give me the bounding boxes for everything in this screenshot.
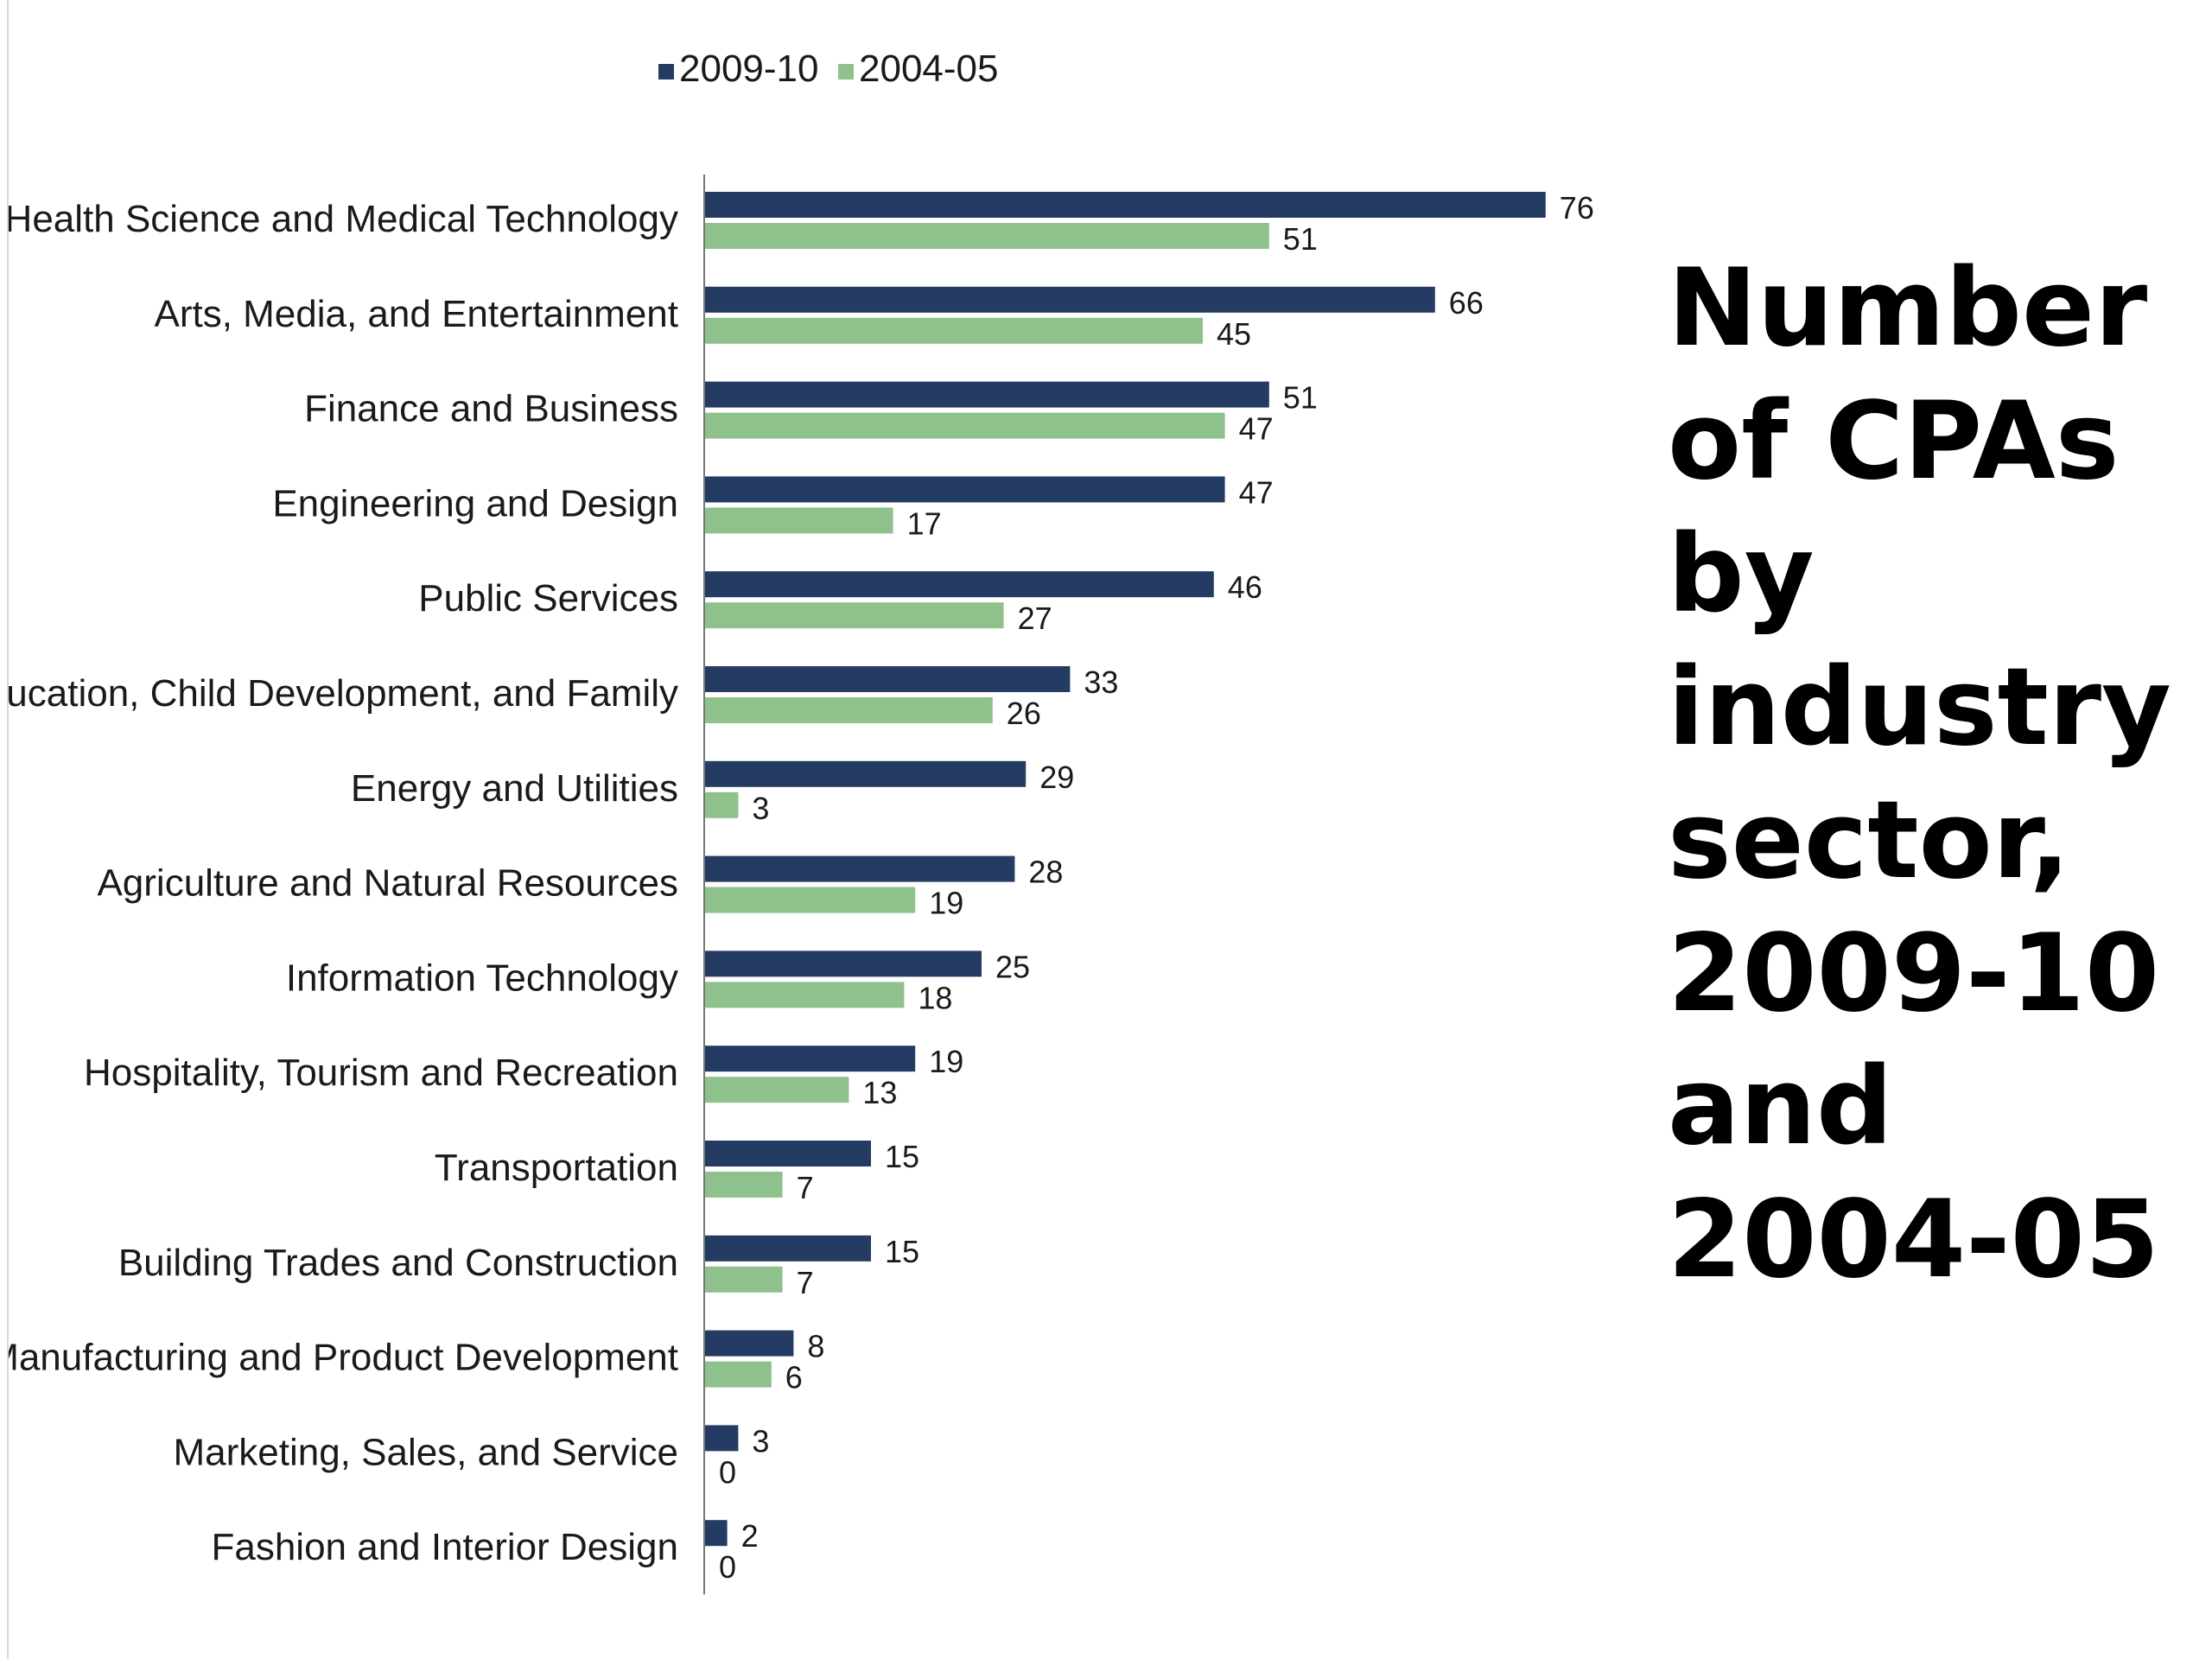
bar-2004-05 <box>705 317 1203 344</box>
bar-2004-05 <box>705 697 993 723</box>
data-label-2009-10: 19 <box>929 1044 963 1079</box>
category-label: Public Services <box>418 577 678 620</box>
bar-2009-10 <box>705 192 1546 218</box>
title-area <box>1624 0 2212 1659</box>
bar-2004-05 <box>705 1266 783 1293</box>
category-label: Building Trades and Construction <box>118 1242 678 1284</box>
bar-2004-05 <box>705 1077 849 1103</box>
bar-2009-10 <box>705 476 1225 503</box>
bar-2009-10 <box>705 666 1071 692</box>
bar-2004-05 <box>705 223 1269 249</box>
category-label: Energy and Utilities <box>351 767 678 810</box>
data-label-2004-05: 47 <box>1239 411 1274 447</box>
data-label-2004-05: 18 <box>918 980 952 1015</box>
legend-swatch-2009-10 <box>658 64 674 79</box>
bar-2004-05 <box>705 1361 772 1388</box>
slide-title: Number of CPAs by industry sector, 2009-… <box>1668 246 2171 1302</box>
bar-2009-10 <box>705 1330 794 1357</box>
category-label: Transportation <box>435 1147 678 1189</box>
bar-2004-05 <box>705 887 916 913</box>
bar-2009-10 <box>705 760 1027 787</box>
data-label-2009-10: 15 <box>885 1139 919 1174</box>
data-label-2004-05: 3 <box>752 791 769 826</box>
data-label-2004-05: 7 <box>797 1170 814 1205</box>
bar-2009-10 <box>705 1046 916 1072</box>
category-label: Hospitality, Tourism and Recreation <box>84 1052 678 1094</box>
data-label-2009-10: 8 <box>807 1329 824 1364</box>
category-label: Manufacturing and Product Development <box>9 1337 678 1379</box>
category-label: Marketing, Sales, and Service <box>173 1431 678 1473</box>
data-label-2009-10: 46 <box>1228 569 1262 605</box>
bar-2004-05 <box>705 507 893 534</box>
data-label-2004-05: 0 <box>719 1549 736 1585</box>
data-label-2009-10: 51 <box>1283 380 1318 416</box>
bar-2004-05 <box>705 412 1225 439</box>
category-label: Education, Child Development, and Family <box>9 672 678 715</box>
bar-2009-10 <box>705 1520 728 1547</box>
data-label-2009-10: 66 <box>1449 285 1484 321</box>
bar-2009-10 <box>705 571 1214 598</box>
data-label-2004-05: 27 <box>1018 601 1052 636</box>
category-label: Arts, Media, and Entertainment <box>154 293 678 335</box>
legend-label-2009-10: 2009-10 <box>679 48 818 90</box>
data-label-2009-10: 3 <box>752 1423 769 1459</box>
data-label-2004-05: 0 <box>719 1454 736 1490</box>
bar-2009-10 <box>705 1141 871 1166</box>
data-label-2009-10: 29 <box>1039 760 1074 795</box>
data-label-2009-10: 25 <box>995 949 1030 984</box>
category-label: Agriculture and Natural Resources <box>97 862 678 905</box>
data-label-2004-05: 19 <box>929 886 963 921</box>
bar-2009-10 <box>705 950 982 977</box>
bar-2004-05 <box>705 1172 783 1198</box>
category-label: Fashion and Interior Design <box>211 1526 678 1568</box>
data-label-2009-10: 76 <box>1560 190 1594 226</box>
chart-panel: 2009-10 2004-05 Health Science and Medical… <box>7 0 1631 1659</box>
data-label-2004-05: 13 <box>862 1075 897 1110</box>
data-label-2004-05: 7 <box>797 1265 814 1300</box>
data-label-2009-10: 15 <box>885 1234 919 1269</box>
category-label: Finance and Business <box>304 388 678 430</box>
bar-2004-05 <box>705 982 905 1008</box>
bar-2004-05 <box>705 602 1004 629</box>
data-label-2009-10: 28 <box>1028 855 1063 890</box>
bar-2009-10 <box>705 1425 739 1452</box>
bar-2009-10 <box>705 286 1435 313</box>
category-label: Information Technology <box>286 957 678 999</box>
category-label: Health Science and Medical Technology <box>9 198 678 240</box>
category-label: Engineering and Design <box>272 482 678 524</box>
bar-chart: 2009-10 2004-05 Health Science and Medical… <box>9 48 1594 1595</box>
data-label-2009-10: 33 <box>1084 664 1118 700</box>
data-label-2004-05: 51 <box>1283 221 1318 257</box>
data-label-2004-05: 17 <box>907 505 942 541</box>
data-label-2009-10: 2 <box>741 1518 759 1554</box>
data-label-2009-10: 47 <box>1239 474 1274 510</box>
bar-2009-10 <box>705 855 1015 882</box>
data-label-2004-05: 45 <box>1217 316 1251 352</box>
bar-2009-10 <box>705 381 1269 408</box>
legend-swatch-2004-05 <box>838 64 854 79</box>
bar-2009-10 <box>705 1235 871 1262</box>
data-label-2004-05: 6 <box>785 1360 803 1395</box>
legend-label-2004-05: 2004-05 <box>859 48 998 90</box>
bar-2004-05 <box>705 791 739 818</box>
data-label-2004-05: 26 <box>1007 696 1041 731</box>
